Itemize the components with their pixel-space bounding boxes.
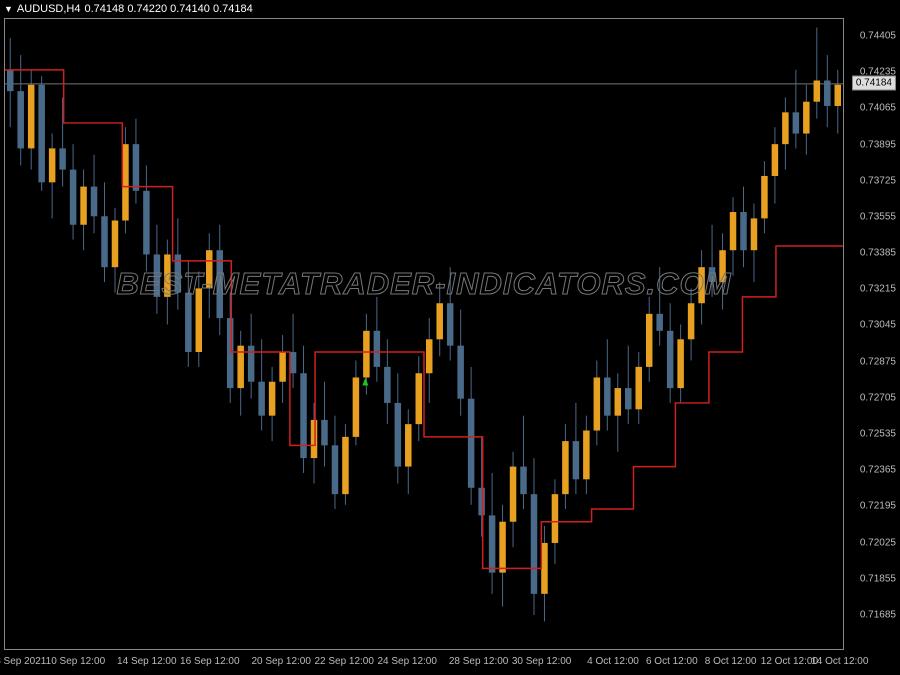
x-tick: 14 Oct 12:00 bbox=[811, 656, 868, 667]
x-tick: 30 Sep 12:00 bbox=[512, 656, 572, 667]
ohlc-label: 0.74148 0.74220 0.74140 0.74184 bbox=[85, 3, 253, 15]
y-tick: 0.71685 bbox=[856, 609, 896, 620]
y-tick: 0.72875 bbox=[856, 356, 896, 367]
x-tick: 10 Sep 12:00 bbox=[46, 656, 106, 667]
watermark: BEST-METATRADER-INDICATORS.COM bbox=[117, 266, 732, 302]
x-tick: 16 Sep 12:00 bbox=[180, 656, 240, 667]
x-tick: 28 Sep 12:00 bbox=[449, 656, 509, 667]
y-tick: 0.73895 bbox=[856, 139, 896, 150]
plot-area[interactable]: BEST-METATRADER-INDICATORS.COM bbox=[4, 18, 844, 650]
chart-svg bbox=[5, 19, 843, 649]
y-tick: 0.72195 bbox=[856, 501, 896, 512]
y-tick: 0.74065 bbox=[856, 103, 896, 114]
chart-header: ▼ AUDUSD,H4 0.74148 0.74220 0.74140 0.74… bbox=[4, 3, 253, 15]
y-tick: 0.73045 bbox=[856, 320, 896, 331]
y-tick: 0.72365 bbox=[856, 465, 896, 476]
y-tick: 0.73385 bbox=[856, 248, 896, 259]
x-tick: 6 Oct 12:00 bbox=[646, 656, 698, 667]
x-tick: 12 Oct 12:00 bbox=[761, 656, 818, 667]
x-tick: 4 Oct 12:00 bbox=[587, 656, 639, 667]
y-tick: 0.72025 bbox=[856, 537, 896, 548]
y-tick: 0.72535 bbox=[856, 429, 896, 440]
x-tick: 14 Sep 12:00 bbox=[117, 656, 177, 667]
y-tick: 0.73725 bbox=[856, 175, 896, 186]
y-tick: 0.72705 bbox=[856, 392, 896, 403]
x-tick: 20 Sep 12:00 bbox=[251, 656, 311, 667]
chart-container: ▼ AUDUSD,H4 0.74148 0.74220 0.74140 0.74… bbox=[0, 0, 900, 675]
y-tick: 0.73215 bbox=[856, 284, 896, 295]
x-tick: 8 Sep 2021 bbox=[0, 656, 46, 667]
symbol-label: AUDUSD,H4 bbox=[17, 3, 81, 15]
x-tick: 22 Sep 12:00 bbox=[314, 656, 374, 667]
y-axis: 0.744050.742350.740650.738950.737250.735… bbox=[844, 18, 896, 652]
y-tick: 0.74405 bbox=[856, 31, 896, 42]
dropdown-icon[interactable]: ▼ bbox=[4, 4, 13, 14]
y-tick: 0.71855 bbox=[856, 573, 896, 584]
y-tick: 0.73555 bbox=[856, 211, 896, 222]
x-axis: 8 Sep 202110 Sep 12:0014 Sep 12:0016 Sep… bbox=[4, 651, 844, 671]
x-tick: 24 Sep 12:00 bbox=[377, 656, 437, 667]
x-tick: 8 Oct 12:00 bbox=[705, 656, 757, 667]
current-price-box: 0.74184 bbox=[852, 76, 896, 91]
